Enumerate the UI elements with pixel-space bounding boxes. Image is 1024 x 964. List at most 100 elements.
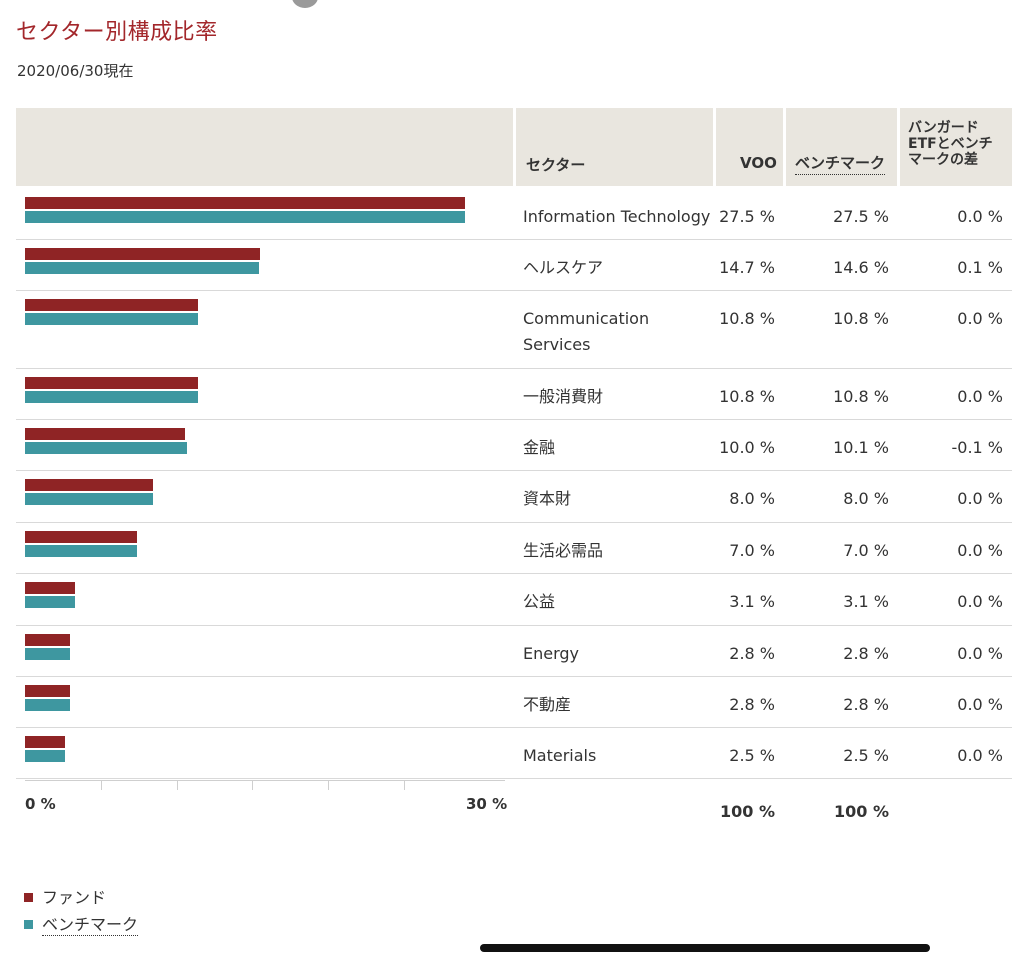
row-difference: 0.0 %	[957, 592, 1003, 611]
home-indicator	[480, 944, 930, 952]
row-divider	[16, 778, 1012, 779]
bar-benchmark	[25, 442, 187, 454]
page-scroll-handle	[292, 0, 318, 8]
row-difference: 0.0 %	[957, 541, 1003, 560]
row-sector-name: 生活必需品	[523, 541, 604, 560]
bar-benchmark	[25, 545, 137, 557]
bar-benchmark	[25, 262, 259, 274]
x-axis-tick	[252, 780, 254, 790]
row-divider	[16, 368, 1012, 369]
row-divider	[16, 727, 1012, 728]
row-sector-name: 金融	[523, 438, 556, 457]
legend-fund: ファンド	[24, 884, 106, 908]
bar-fund	[25, 531, 137, 543]
bar-benchmark	[25, 699, 70, 711]
page-title: セクター別構成比率	[16, 20, 218, 45]
header-fund-cell	[716, 108, 783, 186]
row-difference: 0.0 %	[957, 207, 1003, 226]
x-axis-tick-label-min: 0 %	[25, 795, 56, 813]
x-axis-tick	[100, 780, 102, 790]
row-fund-weight: 10.8 %	[719, 387, 775, 406]
row-fund-weight: 27.5 %	[719, 207, 775, 226]
legend-fund-swatch	[24, 893, 33, 902]
row-sector-name: 不動産	[523, 695, 572, 714]
row-benchmark-weight: 3.1 %	[843, 592, 889, 611]
header-difference-cell	[900, 108, 1012, 186]
column-header-fund: VOO	[740, 154, 777, 172]
row-benchmark-weight: 10.8 %	[833, 309, 889, 328]
row-fund-weight: 2.5 %	[729, 746, 775, 765]
row-difference: 0.1 %	[957, 258, 1003, 277]
column-header-benchmark[interactable]: ベンチマーク	[795, 152, 886, 175]
row-fund-weight: 8.0 %	[729, 489, 775, 508]
legend-benchmark[interactable]: ベンチマーク	[24, 911, 139, 936]
row-sector-name: Energy	[523, 644, 580, 663]
row-benchmark-weight: 7.0 %	[843, 541, 889, 560]
row-divider	[16, 625, 1012, 626]
row-difference: 0.0 %	[957, 309, 1003, 328]
row-sector-name: ヘルスケア	[523, 258, 604, 277]
column-header-sector: セクター	[526, 156, 586, 174]
row-difference: 0.0 %	[957, 746, 1003, 765]
bar-benchmark	[25, 596, 75, 608]
as-of-date: 2020/06/30現在	[17, 62, 134, 80]
bar-benchmark	[25, 648, 70, 660]
row-difference: 0.0 %	[957, 695, 1003, 714]
header-sector-cell	[516, 108, 713, 186]
row-sector-name: Materials	[523, 746, 597, 765]
row-divider	[16, 676, 1012, 677]
row-benchmark-weight: 10.8 %	[833, 387, 889, 406]
row-divider	[16, 239, 1012, 240]
x-axis-tick	[328, 780, 330, 790]
bar-fund	[25, 736, 65, 748]
bar-fund	[25, 479, 153, 491]
row-benchmark-weight: 8.0 %	[843, 489, 889, 508]
row-fund-weight: 2.8 %	[729, 695, 775, 714]
row-divider	[16, 419, 1012, 420]
difference-header-line: マークの差	[908, 152, 978, 168]
row-difference: -0.1 %	[951, 438, 1003, 457]
row-divider	[16, 522, 1012, 523]
row-benchmark-weight: 10.1 %	[833, 438, 889, 457]
row-benchmark-weight: 2.8 %	[843, 695, 889, 714]
row-fund-weight: 10.8 %	[719, 309, 775, 328]
x-axis-tick	[176, 780, 178, 790]
row-fund-weight: 14.7 %	[719, 258, 775, 277]
bar-fund	[25, 197, 465, 209]
row-sector-name: 公益	[523, 592, 556, 611]
fund-total: 100 %	[720, 802, 775, 821]
row-benchmark-weight: 14.6 %	[833, 258, 889, 277]
row-sector-name: 一般消費財	[523, 387, 604, 406]
row-benchmark-weight: 27.5 %	[833, 207, 889, 226]
bar-benchmark	[25, 493, 153, 505]
row-difference: 0.0 %	[957, 644, 1003, 663]
x-axis-tick	[403, 780, 405, 790]
header-benchmark-cell	[786, 108, 897, 186]
bar-benchmark	[25, 211, 465, 223]
bar-fund	[25, 634, 70, 646]
row-difference: 0.0 %	[957, 387, 1003, 406]
header-chart-cell	[16, 108, 513, 186]
x-axis-tick-label-max: 30 %	[466, 795, 508, 813]
benchmark-total: 100 %	[834, 802, 889, 821]
x-axis-line	[25, 780, 505, 781]
legend-benchmark-label[interactable]: ベンチマーク	[42, 915, 139, 936]
legend-benchmark-swatch	[24, 920, 33, 929]
difference-header-line: ETFとベンチ	[908, 136, 993, 152]
row-difference: 0.0 %	[957, 489, 1003, 508]
row-benchmark-weight: 2.8 %	[843, 644, 889, 663]
legend-fund-label: ファンド	[42, 888, 107, 907]
row-sector-name: Information Technology	[523, 207, 711, 226]
difference-header-line: バンガード	[908, 120, 979, 136]
row-fund-weight: 2.8 %	[729, 644, 775, 663]
bar-fund	[25, 377, 198, 389]
row-fund-weight: 7.0 %	[729, 541, 775, 560]
bar-fund	[25, 248, 261, 260]
bar-fund	[25, 428, 185, 440]
bar-benchmark	[25, 750, 65, 762]
bar-fund	[25, 685, 70, 697]
row-fund-weight: 10.0 %	[719, 438, 775, 457]
row-fund-weight: 3.1 %	[729, 592, 775, 611]
bar-fund	[25, 582, 75, 594]
row-divider	[16, 573, 1012, 574]
